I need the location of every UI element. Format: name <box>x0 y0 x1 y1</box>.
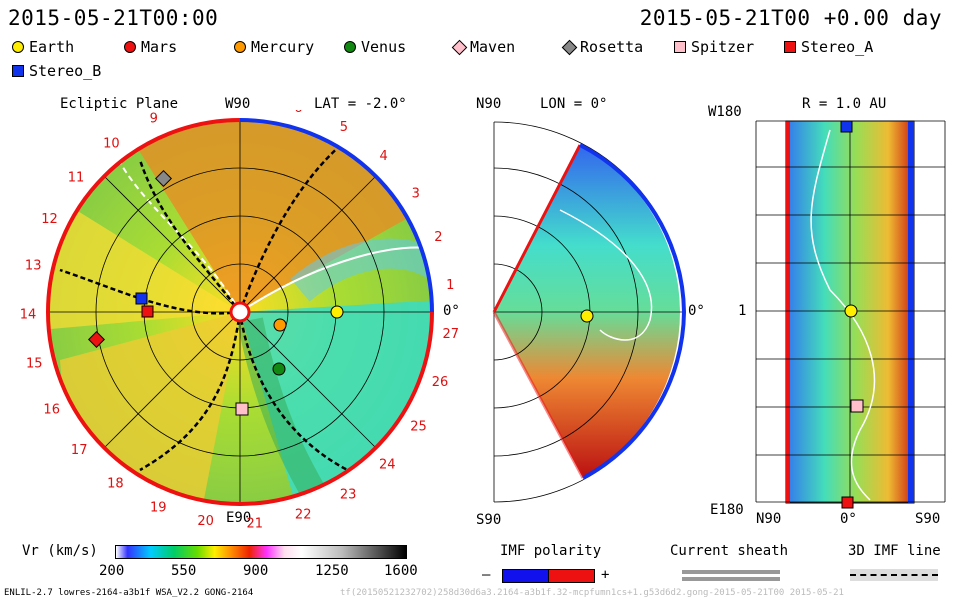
ecliptic-tick-number: 24 <box>379 458 396 473</box>
legend-mercury: Mercury <box>234 38 314 56</box>
ecliptic-tick-number: 10 <box>103 136 120 151</box>
stereo-b-marker <box>135 292 148 305</box>
latlon-x-left: N90 <box>756 511 782 527</box>
earth-marker-icon <box>12 41 24 53</box>
ecliptic-bottom-label: E90 <box>226 510 252 526</box>
mars-marker <box>88 331 105 348</box>
ecliptic-tick-number: 11 <box>68 171 85 186</box>
mercury-marker <box>273 318 287 332</box>
imf-plus: + <box>601 567 610 583</box>
colorbar-tick-900: 900 <box>243 563 269 579</box>
colorbar-tick-550: 550 <box>171 563 197 579</box>
colorbar <box>115 545 407 559</box>
current-sheath-label: Current sheath <box>670 543 789 559</box>
ecliptic-tick-number: 1 <box>446 278 454 293</box>
ecliptic-tick-number: 17 <box>71 443 88 458</box>
ecliptic-right-label: 0° <box>443 303 460 319</box>
colorbar-tick-1600: 1600 <box>384 563 418 579</box>
legend-mars: Mars <box>124 38 177 56</box>
imf-negative-swatch <box>502 569 549 583</box>
earth-marker-latlon <box>844 304 858 318</box>
mars-marker-icon <box>124 41 136 53</box>
ecliptic-tick-number: 16 <box>43 402 60 417</box>
colorbar-tick-200: 200 <box>99 563 125 579</box>
ecliptic-tick-number: 25 <box>410 419 427 434</box>
ecliptic-tick-number: 4 <box>380 149 388 164</box>
ecliptic-tick-number: 18 <box>107 477 124 492</box>
legend-venus: Venus <box>344 38 406 56</box>
legend-stereo-b: Stereo_B <box>12 62 101 80</box>
mercury-marker-icon <box>234 41 246 53</box>
stereo-b-marker-icon <box>12 65 24 77</box>
latlon-bottom-left: E180 <box>710 502 744 518</box>
stereo-a-marker-icon <box>784 41 796 53</box>
latlon-plot <box>755 120 946 509</box>
ecliptic-tick-number: 14 <box>20 308 37 323</box>
imf-positive-swatch <box>548 569 595 583</box>
legend-maven: Maven <box>451 38 515 56</box>
legend-earth: Earth <box>12 38 74 56</box>
date-right: 2015-05-21T00 +0.00 day <box>639 6 942 30</box>
rosetta-marker-icon <box>561 39 578 55</box>
latlon-title: R = 1.0 AU <box>802 96 887 112</box>
ecliptic-tick-number: 6 <box>294 110 302 116</box>
sun-icon <box>229 301 251 323</box>
ecliptic-tick-number: 27 <box>443 327 460 342</box>
venus-marker <box>272 362 286 376</box>
stereo-b-marker-latlon <box>840 120 853 133</box>
current-sheath-line-2 <box>682 577 780 581</box>
ecliptic-plane-plot: 1234567891011121314151617181920212223242… <box>20 110 460 531</box>
imf-line-label: 3D IMF line <box>848 543 941 559</box>
footer-left: ENLIL-2.7 lowres-2164-a3b1f WSA_V2.2 GON… <box>4 588 254 598</box>
ecliptic-tick-number: 26 <box>432 375 449 390</box>
maven-marker-icon <box>451 39 468 55</box>
ecliptic-tick-number: 23 <box>340 487 357 502</box>
spitzer-marker-icon <box>674 41 686 53</box>
ecliptic-tick-number: 8 <box>197 110 205 112</box>
colorbar-tick-1250: 1250 <box>315 563 349 579</box>
meridional-lon-label: LON = 0° <box>540 96 608 112</box>
ecliptic-top-label: W90 <box>225 96 251 112</box>
ecliptic-tick-number: 9 <box>150 111 158 126</box>
ecliptic-tick-number: 5 <box>340 120 348 135</box>
footer-right: tf(20150521232702)258d30d6a3.2164-a3b1f.… <box>340 588 844 598</box>
venus-marker-icon <box>344 41 356 53</box>
date-left: 2015-05-21T00:00 <box>8 6 219 30</box>
imf-polarity-label: IMF polarity <box>500 543 602 559</box>
rosetta-marker <box>155 170 172 187</box>
meridional-plane-plot <box>492 121 686 503</box>
ecliptic-tick-number: 15 <box>26 356 43 371</box>
meridional-bottom-label: S90 <box>476 512 502 528</box>
ecliptic-tick-number: 20 <box>197 514 214 529</box>
legend-spitzer: Spitzer <box>674 38 754 56</box>
spitzer-marker-latlon <box>850 399 864 413</box>
meridional-top-label: N90 <box>476 96 502 112</box>
legend-stereo-a: Stereo_A <box>784 38 873 56</box>
imf-minus: – <box>482 567 491 583</box>
imf-line-swatch <box>850 569 938 581</box>
earth-marker-meridional <box>580 309 594 323</box>
legend-rosetta: Rosetta <box>561 38 643 56</box>
ecliptic-tick-number: 21 <box>247 517 264 531</box>
colorbar-label: Vr (km/s) <box>22 543 98 559</box>
ecliptic-tick-number: 13 <box>25 259 42 274</box>
ecliptic-title: Ecliptic Plane <box>60 96 179 112</box>
current-sheath-line-1 <box>682 570 780 574</box>
meridional-right-label: 0° <box>688 303 705 319</box>
latlon-x-mid: 0° <box>840 511 857 527</box>
stereo-a-marker <box>141 305 154 318</box>
spitzer-marker <box>235 402 249 416</box>
ecliptic-lat-label: LAT = -2.0° <box>314 96 407 112</box>
latlon-top-left: W180 <box>708 104 742 120</box>
latlon-x-right: S90 <box>915 511 941 527</box>
ecliptic-tick-number: 19 <box>150 501 167 516</box>
stereo-a-marker-latlon <box>841 496 854 509</box>
ecliptic-tick-number: 2 <box>434 230 442 245</box>
latlon-mid-left: 1 <box>738 303 747 319</box>
earth-marker <box>330 305 344 319</box>
ecliptic-tick-number: 12 <box>41 212 58 227</box>
ecliptic-tick-number: 22 <box>295 507 312 522</box>
ecliptic-tick-number: 3 <box>412 187 420 202</box>
